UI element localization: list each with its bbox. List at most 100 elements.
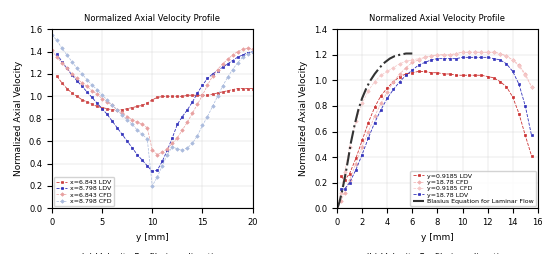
y=0.9185 LDV <box>390 80 397 83</box>
y=18.78 CFD <box>529 85 535 88</box>
Text: (a) Velocity Profile in y-direction: (a) Velocity Profile in y-direction <box>80 253 224 254</box>
y=18.78 LDV <box>365 136 372 139</box>
y=18.78 CFD <box>390 80 397 83</box>
Blasius Equation for Laminar Flow <box>337 195 344 198</box>
Blasius Equation for Laminar Flow <box>359 97 365 100</box>
x=6.843 LDV <box>204 94 211 97</box>
y=18.78 LDV <box>428 58 435 61</box>
x=8.798 CFD <box>99 94 105 97</box>
x=6.843 CFD <box>109 104 115 107</box>
y=0.9185 CFD <box>359 102 365 105</box>
Blasius Equation for Laminar Flow <box>387 57 393 60</box>
X-axis label: y [mm]: y [mm] <box>136 233 169 242</box>
y=18.78 LDV <box>409 69 416 72</box>
x=8.798 CFD <box>54 39 60 42</box>
x=8.798 CFD <box>219 85 226 88</box>
x=6.843 CFD <box>134 121 140 124</box>
Blasius Equation for Laminar Flow <box>336 200 343 203</box>
x=6.843 CFD <box>179 129 186 132</box>
y=0.9185 CFD <box>434 53 441 56</box>
y=18.78 CFD <box>491 51 497 54</box>
x=8.798 CFD <box>199 124 206 127</box>
x=8.798 LDV <box>74 79 80 82</box>
y=18.78 LDV <box>341 187 348 190</box>
Text: (b) Velocity Profile in x-direction: (b) Velocity Profile in x-direction <box>365 253 510 254</box>
x=8.798 CFD <box>109 104 115 107</box>
x=6.843 CFD <box>119 112 126 115</box>
x=8.798 LDV <box>54 52 60 55</box>
x=6.843 LDV <box>99 106 105 109</box>
y=0.9185 LDV <box>365 121 372 124</box>
x=8.798 CFD <box>214 95 221 98</box>
y=0.9185 LDV <box>371 106 378 109</box>
x=8.798 LDV <box>194 91 201 94</box>
x=6.843 LDV <box>119 108 126 111</box>
y=18.78 LDV <box>396 80 403 83</box>
x=6.843 LDV <box>194 94 201 97</box>
x=6.843 LDV <box>164 95 170 98</box>
y=18.78 CFD <box>466 51 472 54</box>
Title: Normalized Axial Velocity Profile: Normalized Axial Velocity Profile <box>370 14 506 23</box>
y=0.9185 LDV <box>516 112 523 115</box>
y=18.78 LDV <box>529 134 535 137</box>
x=6.843 LDV <box>94 105 100 108</box>
x=8.798 CFD <box>134 129 140 132</box>
x=8.798 LDV <box>64 67 70 70</box>
y=18.78 LDV <box>522 104 529 107</box>
x=8.798 CFD <box>149 184 156 187</box>
y=18.78 LDV <box>434 57 441 60</box>
x=6.843 CFD <box>69 72 75 75</box>
y=18.78 LDV <box>378 108 384 111</box>
x=8.798 LDV <box>134 153 140 156</box>
x=8.798 LDV <box>159 160 165 163</box>
x=6.843 LDV <box>114 108 121 111</box>
y=18.78 LDV <box>472 56 478 59</box>
y=0.9185 CFD <box>503 55 510 58</box>
x=8.798 LDV <box>58 60 65 63</box>
x=8.798 LDV <box>184 108 191 111</box>
x=8.798 LDV <box>119 133 126 136</box>
x=8.798 CFD <box>250 50 256 53</box>
y=18.78 CFD <box>384 90 390 93</box>
x=8.798 LDV <box>209 72 216 75</box>
x=6.843 LDV <box>79 98 85 101</box>
y=18.78 LDV <box>359 153 365 156</box>
x=6.843 CFD <box>169 142 176 145</box>
x=6.843 CFD <box>194 103 201 106</box>
y=18.78 LDV <box>459 56 466 59</box>
x=6.843 CFD <box>89 89 96 92</box>
y=18.78 LDV <box>509 70 516 73</box>
Line: y=0.9185 CFD: y=0.9185 CFD <box>336 51 533 210</box>
y=18.78 CFD <box>403 66 410 69</box>
y=0.9185 CFD <box>390 66 397 69</box>
x=6.843 LDV <box>124 107 130 110</box>
Blasius Equation for Laminar Flow <box>340 184 347 187</box>
x=8.798 CFD <box>179 149 186 152</box>
x=8.798 LDV <box>219 66 226 69</box>
x=8.798 CFD <box>239 56 246 59</box>
y=18.78 CFD <box>353 162 359 165</box>
x=6.843 CFD <box>58 61 65 64</box>
x=8.798 CFD <box>69 60 75 63</box>
x=6.843 LDV <box>239 87 246 90</box>
x=6.843 CFD <box>184 121 191 124</box>
x=8.798 CFD <box>49 33 55 36</box>
x=6.843 LDV <box>134 105 140 108</box>
y=0.9185 CFD <box>459 51 466 54</box>
y=0.9185 LDV <box>337 175 344 178</box>
x=8.798 LDV <box>104 113 110 116</box>
Blasius Equation for Laminar Flow <box>376 66 383 69</box>
y=0.9185 CFD <box>516 65 523 68</box>
y=0.9185 LDV <box>522 134 529 137</box>
x=8.798 CFD <box>234 61 241 64</box>
y=0.9185 CFD <box>466 51 472 54</box>
y=0.9185 CFD <box>396 62 403 65</box>
x=6.843 CFD <box>149 149 156 152</box>
y=0.9185 CFD <box>378 74 384 77</box>
x=6.843 CFD <box>84 85 90 88</box>
x=6.843 CFD <box>229 53 236 56</box>
x=6.843 LDV <box>234 87 241 90</box>
x=8.798 CFD <box>94 88 100 91</box>
x=6.843 LDV <box>159 95 165 98</box>
x=6.843 CFD <box>239 48 246 51</box>
